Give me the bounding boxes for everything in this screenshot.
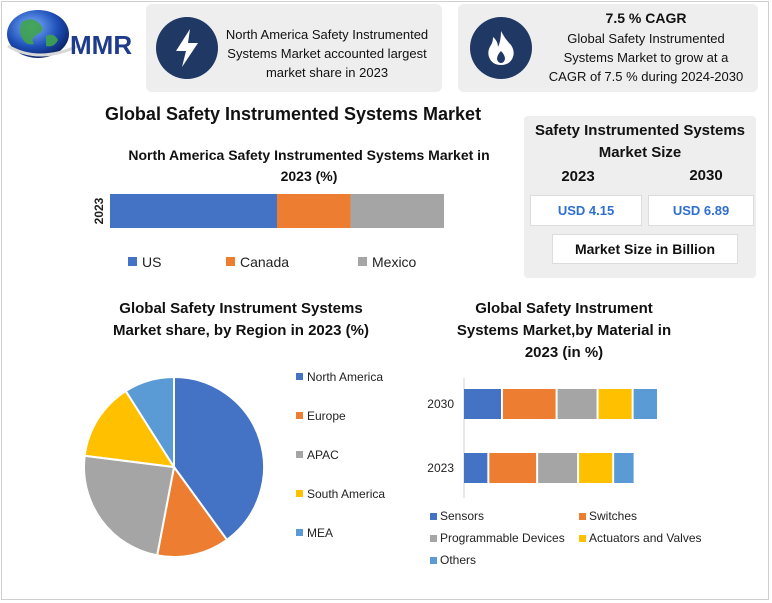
bar-segment-sensors	[464, 389, 501, 419]
bar-segment-programmable-devices	[557, 389, 597, 419]
market-size-panel: Safety Instrumented Systems Market Size …	[524, 116, 756, 278]
legend-swatch	[579, 513, 586, 520]
region-pie-chart: North America Europe APAC South America MEA	[83, 370, 385, 558]
size-value-2023: USD 4.15	[530, 195, 642, 226]
legend-swatch	[296, 373, 303, 380]
pie-slice-apac	[83, 454, 176, 557]
bar-segment-mexico	[350, 194, 444, 228]
legend-label: Actuators and Valves	[589, 531, 702, 545]
legend-label: South America	[307, 487, 385, 501]
legend-label: Europe	[307, 409, 346, 423]
region-chart-title: Global Safety Instrument Systems	[119, 300, 363, 317]
pie-slice-north-america	[173, 375, 265, 542]
size-value-2030: USD 6.89	[648, 195, 754, 226]
legend-swatch	[128, 257, 137, 266]
size-year-2030: 2030	[689, 167, 723, 184]
material-bar-chart: 2030 2023 Sensors Switches Programmable Devi…	[427, 378, 702, 567]
highlight-line: CAGR of 7.5 % during 2024-2030	[548, 69, 744, 84]
svg-text:MMR: MMR	[70, 30, 132, 60]
legend-label: Others	[440, 553, 476, 567]
legend-swatch	[296, 451, 303, 458]
material-chart-title: Global Safety Instrument	[475, 300, 653, 317]
legend-label: Switches	[589, 509, 637, 523]
highlight-line: Systems Market accounted largest	[227, 46, 427, 61]
legend-swatch	[579, 535, 586, 542]
mmr-logo: MMR	[4, 6, 146, 66]
na-chart-title: 2023 (%)	[280, 168, 338, 184]
bar-segment-others	[633, 389, 657, 419]
bar-segment-us	[110, 194, 277, 228]
market-size-unit: Market Size in Billion	[552, 234, 738, 264]
legend-label: MEA	[307, 526, 333, 540]
flame-icon	[488, 31, 514, 65]
legend-label: North America	[307, 370, 383, 384]
category-label: 2030	[427, 397, 454, 411]
legend-swatch	[226, 257, 235, 266]
lightning-badge	[156, 17, 218, 79]
legend-swatch	[296, 529, 303, 536]
bar-segment-canada	[277, 194, 351, 228]
legend-label: APAC	[307, 448, 339, 462]
cagr-title: 7.5 % CAGR	[605, 10, 687, 26]
legend-swatch	[430, 513, 437, 520]
na-chart-title: North America Safety Instrumented System…	[128, 147, 490, 163]
bar-segment-programmable-devices	[538, 453, 578, 483]
bar-segment-others	[614, 453, 634, 483]
pie-slice-mea	[124, 375, 175, 471]
pie-slice-south-america	[83, 389, 176, 469]
category-label: 2023	[92, 197, 106, 224]
lightning-icon	[176, 29, 198, 67]
bar-segment-sensors	[464, 453, 488, 483]
pie-slice-europe	[155, 464, 229, 558]
highlight-line: North America Safety Instrumented	[225, 27, 429, 42]
legend-label: US	[142, 254, 161, 270]
north-america-bar-chart: 2023 US Canada Mexico	[92, 194, 444, 270]
legend-swatch	[296, 412, 303, 419]
highlight-line: market share in 2023	[265, 65, 389, 80]
bar-segment-switches	[503, 389, 556, 419]
market-size-title: Market Size	[598, 144, 682, 161]
highlight-line: Systems Market to grow at a	[563, 50, 729, 65]
highlight-card-north-america: North America Safety Instrumented System…	[146, 4, 442, 92]
legend-swatch	[296, 490, 303, 497]
bar-segment-actuators-and-valves	[579, 453, 613, 483]
size-year-2023: 2023	[561, 168, 595, 185]
legend-label: Mexico	[372, 254, 417, 270]
legend-label: Programmable Devices	[440, 531, 565, 545]
material-chart-title: 2023 (in %)	[524, 344, 604, 361]
bar-segment-actuators-and-valves	[598, 389, 632, 419]
legend-swatch	[358, 257, 367, 266]
bar-segment-switches	[489, 453, 537, 483]
highlight-card-cagr: 7.5 % CAGR Global Safety Instrumented Sy…	[458, 4, 758, 92]
flame-badge	[470, 17, 532, 79]
main-title: Global Safety Instrumented Systems Marke…	[104, 104, 482, 124]
category-label: 2023	[427, 461, 454, 475]
legend-swatch	[430, 535, 437, 542]
legend-swatch	[430, 557, 437, 564]
legend-label: Canada	[240, 254, 289, 270]
material-chart-title: Systems Market,by Material in	[456, 322, 672, 339]
market-size-title: Safety Instrumented Systems	[534, 122, 746, 139]
highlight-line: Global Safety Instrumented	[567, 31, 725, 46]
region-chart-title: Market share, by Region in 2023 (%)	[113, 322, 369, 339]
legend-label: Sensors	[440, 509, 484, 523]
